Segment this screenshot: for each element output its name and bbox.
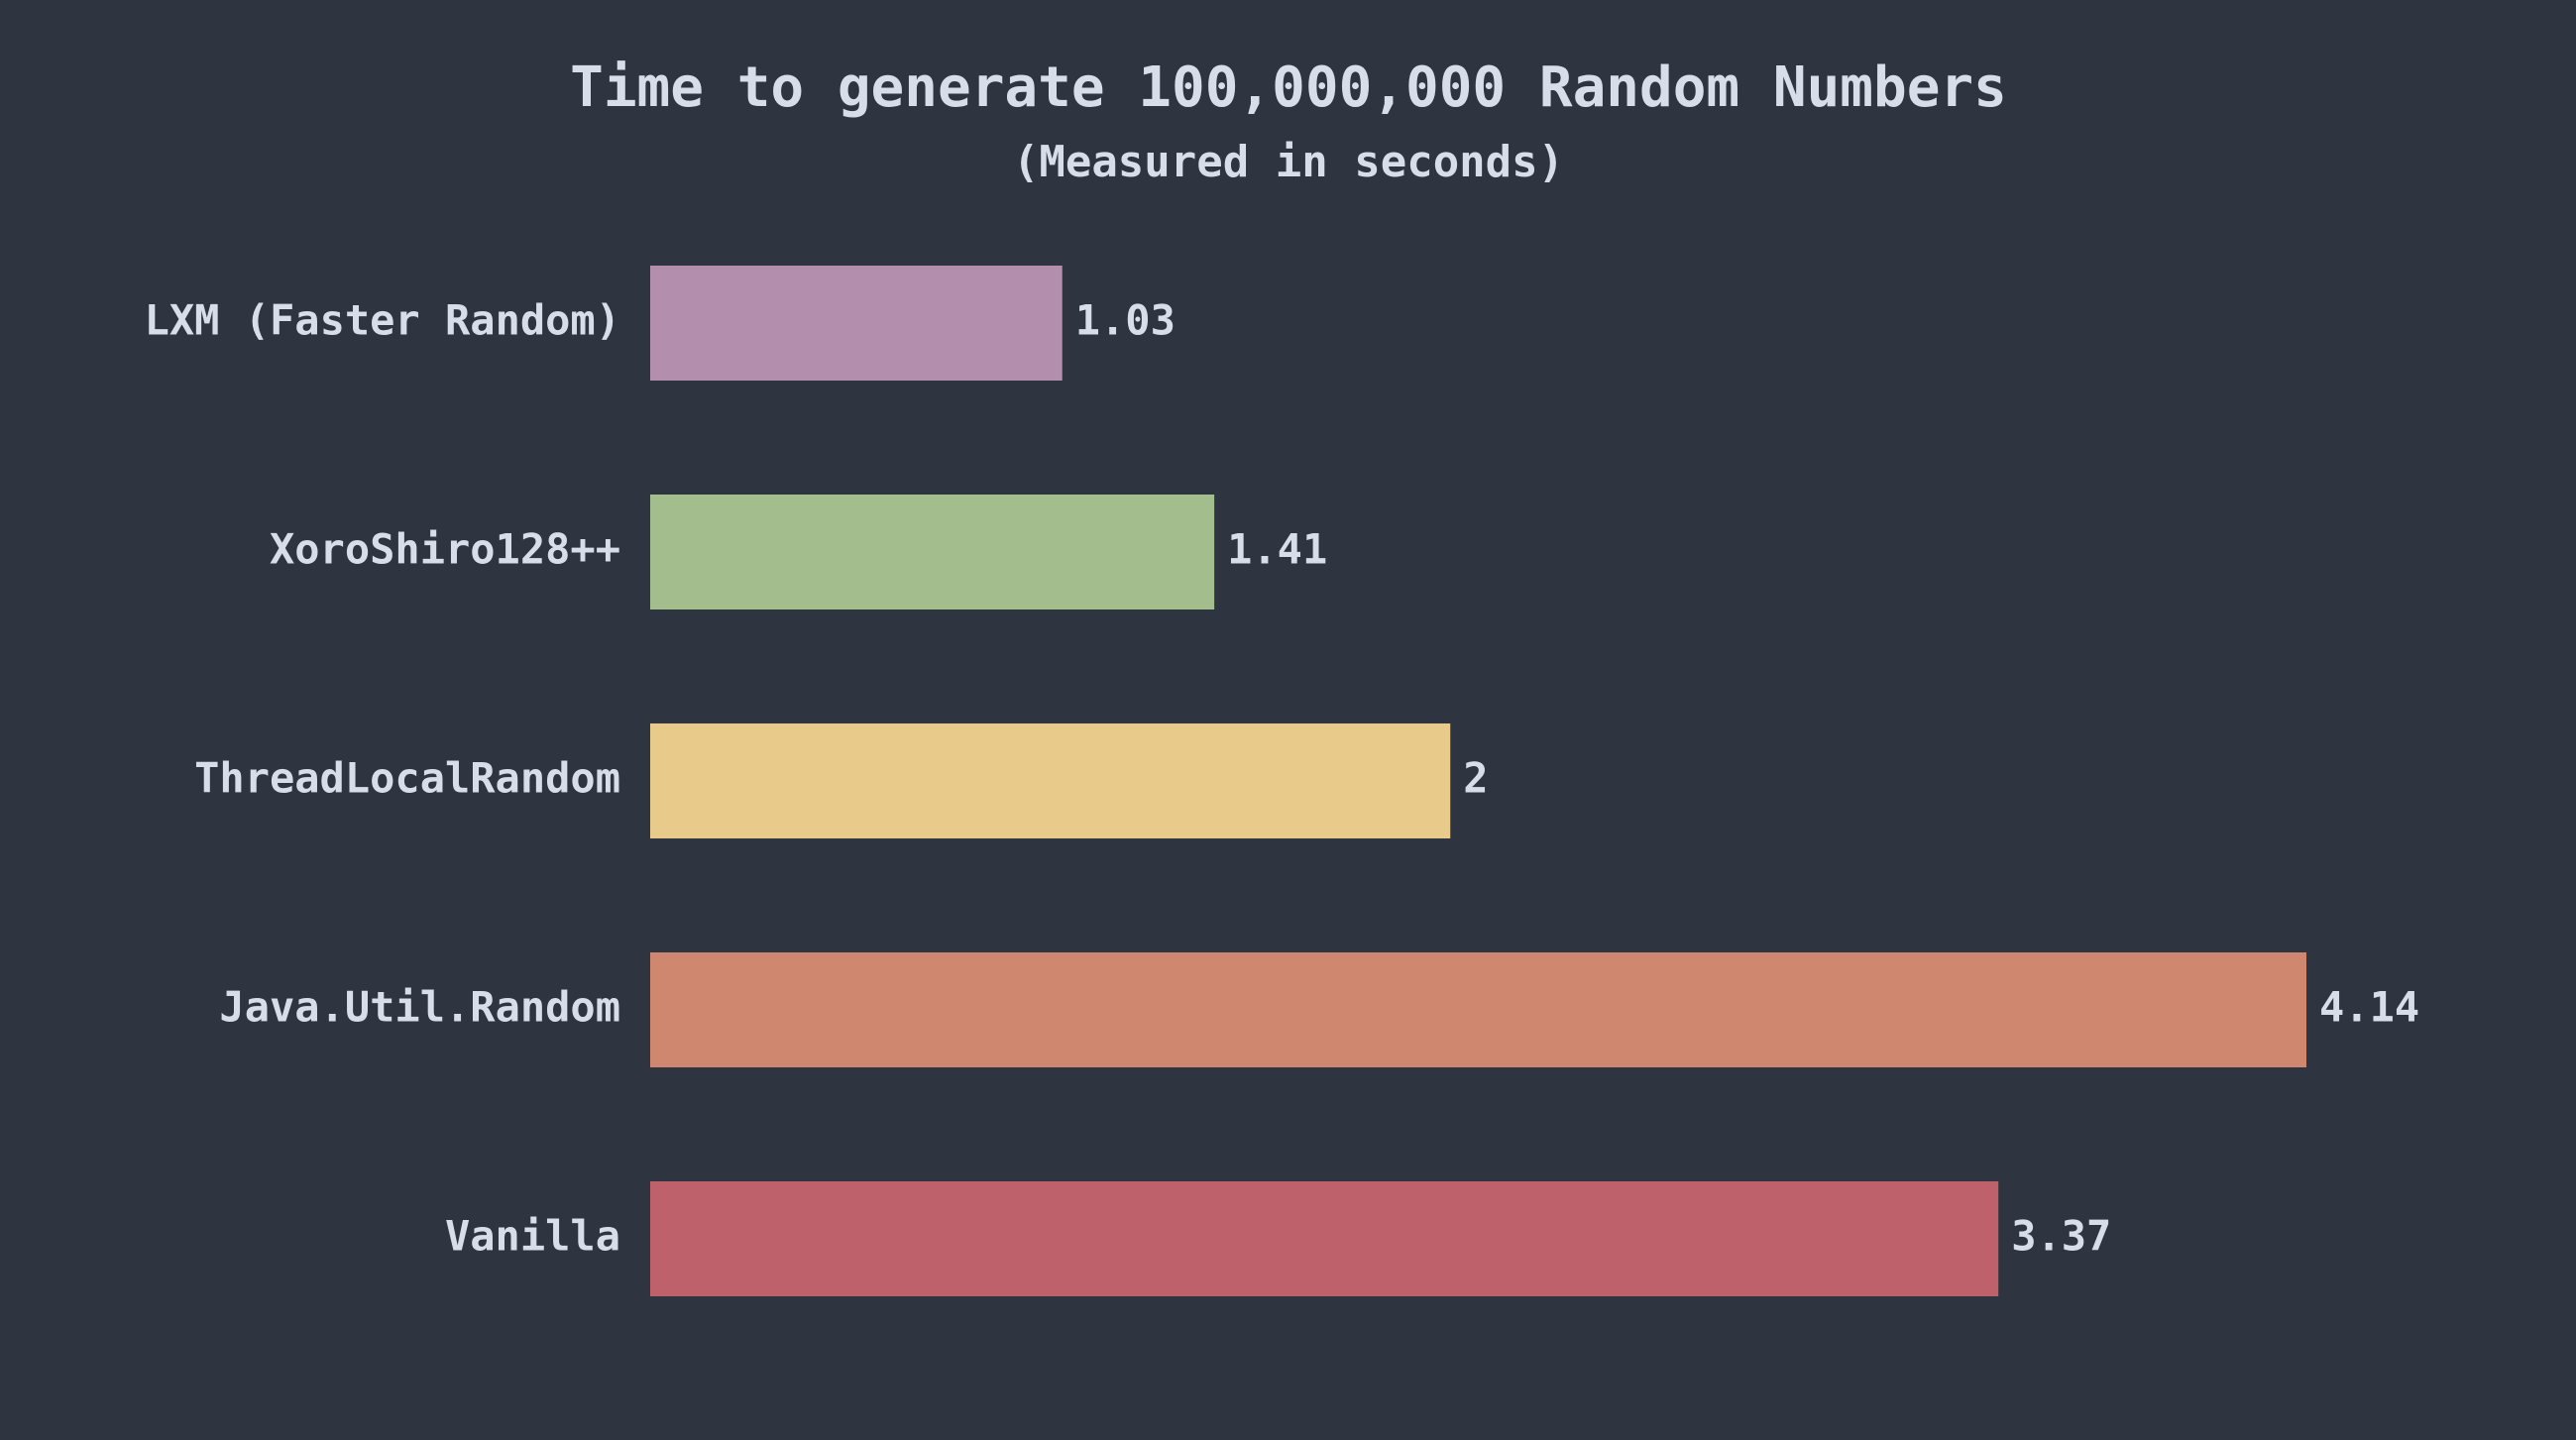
bar: [650, 952, 2306, 1067]
chart-title: Time to generate 100,000,000 Random Numb…: [570, 55, 2007, 120]
value-label: 2: [1463, 754, 1488, 803]
category-label: ThreadLocalRandom: [194, 754, 620, 803]
category-label: LXM (Faster Random): [145, 296, 620, 345]
value-label: 4.14: [2319, 983, 2419, 1032]
value-label: 3.37: [2011, 1212, 2111, 1261]
value-label: 1.03: [1075, 296, 1176, 345]
value-label: 1.41: [1227, 525, 1327, 574]
bar: [650, 495, 1215, 609]
bar: [650, 1181, 1999, 1296]
bar: [650, 723, 1451, 838]
category-label: Vanilla: [445, 1212, 620, 1261]
category-label: Java.Util.Random: [219, 983, 620, 1032]
category-label: XoroShiro128++: [270, 525, 620, 574]
bar: [650, 266, 1063, 381]
chart-subtitle: (Measured in seconds): [1013, 137, 1564, 187]
